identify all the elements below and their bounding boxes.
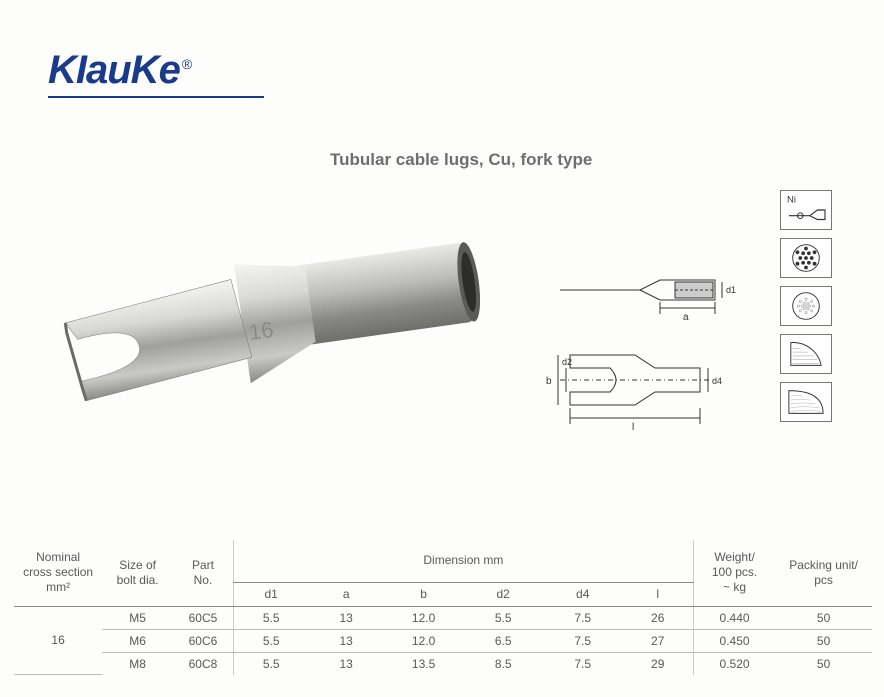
svg-text:16: 16	[247, 317, 275, 345]
dim-a: a	[683, 312, 689, 323]
page-title: Tubular cable lugs, Cu, fork type	[330, 150, 592, 170]
cell-bolt: M8	[102, 652, 173, 675]
symbol-column: Ni	[780, 190, 840, 430]
col-dim: Dimension mm	[233, 540, 693, 582]
cell-d4: 7.5	[543, 652, 623, 675]
col-d1: d1	[233, 582, 308, 606]
col-d4: d4	[543, 582, 623, 606]
cell-pack: 50	[775, 606, 872, 629]
cell-b: 12.0	[384, 606, 464, 629]
dim-b: b	[546, 376, 552, 387]
cell-nominal: 16	[14, 606, 102, 675]
cell-d2: 6.5	[463, 629, 543, 652]
cell-a: 13	[309, 606, 384, 629]
cell-a: 13	[309, 652, 384, 675]
symbol-sector-2	[780, 382, 832, 422]
cell-bolt: M5	[102, 606, 173, 629]
cell-pack: 50	[775, 652, 872, 675]
symbol-stranded-2	[780, 286, 832, 326]
brand-logo: KIauKe®	[48, 48, 191, 93]
symbol-sector-1	[780, 334, 832, 374]
cell-l: 27	[623, 629, 694, 652]
cell-weight: 0.440	[693, 606, 775, 629]
table-row: M8 60C8 5.5 13 13.5 8.5 7.5 29 0.520 50	[14, 652, 872, 675]
cell-d2: 5.5	[463, 606, 543, 629]
cell-part: 60C6	[173, 629, 233, 652]
cell-d4: 7.5	[543, 606, 623, 629]
brand-underline	[48, 96, 264, 98]
table-row: M6 60C6 5.5 13 12.0 6.5 7.5 27 0.450 50	[14, 629, 872, 652]
cell-l: 26	[623, 606, 694, 629]
symbol-ni: Ni	[780, 190, 832, 230]
cell-part: 60C8	[173, 652, 233, 675]
symbol-stranded-1	[780, 238, 832, 278]
spec-table: Nominal cross section mm² Size of bolt d…	[14, 540, 872, 675]
brand-text: KIauKe	[48, 48, 180, 92]
cell-pack: 50	[775, 629, 872, 652]
col-bolt: Size of bolt dia.	[102, 540, 173, 606]
table-row: 16 M5 60C5 5.5 13 12.0 5.5 7.5 26 0.440 …	[14, 606, 872, 629]
table-body: 16 M5 60C5 5.5 13 12.0 5.5 7.5 26 0.440 …	[14, 606, 872, 675]
dimension-diagram: a d1 b d2 d4 l	[540, 260, 740, 440]
cell-d2: 8.5	[463, 652, 543, 675]
cell-d1: 5.5	[233, 652, 308, 675]
cell-b: 12.0	[384, 629, 464, 652]
dim-d4: d4	[712, 376, 722, 386]
col-part: Part No.	[173, 540, 233, 606]
col-nominal: Nominal cross section mm²	[14, 540, 102, 606]
col-weight: Weight/ 100 pcs. ~ kg	[693, 540, 775, 606]
col-b: b	[384, 582, 464, 606]
registered-mark: ®	[182, 56, 191, 72]
cell-weight: 0.520	[693, 652, 775, 675]
cell-d1: 5.5	[233, 629, 308, 652]
col-a: a	[309, 582, 384, 606]
dim-d2: d2	[562, 357, 572, 367]
dim-l: l	[632, 422, 634, 433]
product-photo: 16	[40, 190, 480, 450]
col-pack: Packing unit/ pcs	[775, 540, 872, 606]
cell-d1: 5.5	[233, 606, 308, 629]
cell-bolt: M6	[102, 629, 173, 652]
col-d2: d2	[463, 582, 543, 606]
col-l: l	[623, 582, 694, 606]
svg-text:Ni: Ni	[787, 194, 796, 205]
cell-weight: 0.450	[693, 629, 775, 652]
cell-a: 13	[309, 629, 384, 652]
cell-part: 60C5	[173, 606, 233, 629]
cell-d4: 7.5	[543, 629, 623, 652]
cell-l: 29	[623, 652, 694, 675]
cell-b: 13.5	[384, 652, 464, 675]
dim-d1: d1	[726, 285, 736, 295]
